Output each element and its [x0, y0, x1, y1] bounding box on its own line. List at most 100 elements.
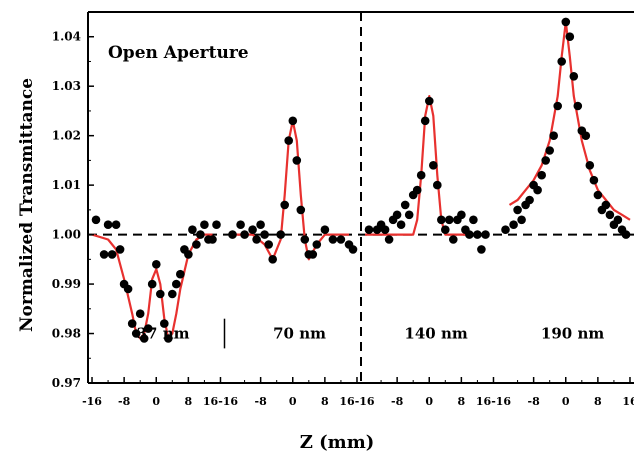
y-tick-label: 0.97	[52, 376, 81, 390]
data-point	[420, 116, 430, 126]
data-point	[621, 230, 631, 239]
data-point	[212, 220, 221, 229]
x-tick-label: -8	[391, 395, 404, 408]
data-point	[328, 235, 338, 244]
data-point	[396, 220, 406, 229]
data-point	[613, 215, 623, 225]
data-point	[147, 279, 157, 289]
data-point	[449, 235, 458, 244]
data-point	[429, 161, 438, 170]
data-point	[537, 170, 546, 180]
data-point	[457, 210, 466, 220]
data-point	[143, 324, 153, 333]
data-point	[184, 250, 193, 259]
x-tick-label: 8	[458, 395, 466, 408]
data-point	[513, 205, 522, 215]
data-point	[111, 220, 121, 229]
data-point	[176, 269, 185, 279]
panel-label: 70 nm	[273, 324, 326, 342]
data-point	[284, 136, 294, 145]
data-point	[412, 185, 422, 195]
data-point	[400, 200, 410, 210]
y-axis-label: Normalized Transmittance	[17, 78, 37, 332]
fit-curve-1	[232, 119, 349, 261]
data-point	[533, 185, 542, 195]
y-tick-label: 0.98	[52, 327, 81, 341]
data-point	[160, 319, 169, 328]
data-point	[601, 200, 611, 210]
data-point	[445, 215, 454, 225]
data-point	[127, 319, 137, 328]
data-point	[348, 245, 358, 254]
data-point	[441, 225, 450, 234]
x-tick-label: 0	[562, 395, 570, 408]
data-point	[264, 240, 274, 249]
data-point	[517, 215, 526, 225]
data-point	[553, 101, 562, 111]
data-point	[200, 220, 209, 229]
data-point	[172, 279, 181, 289]
data-point	[561, 17, 571, 27]
data-point	[565, 32, 575, 41]
data-point	[103, 220, 113, 229]
data-point	[473, 230, 482, 239]
data-point	[168, 289, 177, 299]
data-point	[131, 329, 141, 338]
x-tick-label: 0	[152, 395, 160, 408]
data-point	[525, 195, 534, 205]
data-points	[91, 17, 631, 343]
axes: 0.970.980.991.001.011.021.031.04-16 -8 0 8 1…	[52, 11, 634, 408]
x-tick-label: -8	[528, 395, 541, 408]
data-point	[248, 225, 257, 234]
data-point	[581, 131, 591, 140]
data-point	[425, 96, 434, 106]
y-tick-label: 1.02	[52, 129, 81, 143]
panel-label: 190 nm	[541, 324, 604, 342]
x-tick-label: 0	[289, 395, 297, 408]
data-point	[188, 225, 197, 234]
data-point	[292, 156, 302, 165]
data-point	[152, 260, 161, 269]
x-tick-label: -16	[82, 395, 102, 408]
data-point	[501, 225, 510, 234]
data-point	[123, 284, 133, 294]
data-point	[312, 240, 322, 249]
panel-labels: 37 nm 70 nm 140 nm 190 nm	[137, 324, 605, 342]
data-point	[585, 161, 595, 170]
data-point	[589, 175, 599, 185]
data-point	[469, 215, 478, 225]
y-tick-label: 1.04	[52, 30, 81, 44]
x-tick-label: 16	[622, 395, 634, 408]
data-point	[107, 250, 117, 259]
data-point	[196, 230, 205, 239]
data-point	[115, 245, 125, 254]
data-point	[156, 289, 165, 299]
y-tick-label: 1.03	[52, 79, 81, 93]
data-point	[260, 230, 269, 239]
data-point	[268, 254, 278, 264]
data-point	[404, 210, 414, 220]
data-point	[433, 180, 442, 190]
x-tick-label: 8	[594, 395, 602, 408]
data-point	[549, 131, 558, 140]
data-point	[392, 210, 402, 220]
data-point	[288, 116, 298, 126]
x-tick-label: 16-16	[203, 395, 239, 408]
x-tick-label: -8	[255, 395, 268, 408]
x-tick-label: 0	[425, 395, 433, 408]
data-point	[573, 101, 583, 111]
data-point	[465, 230, 474, 239]
data-point	[308, 250, 318, 259]
fit-curve-3	[508, 20, 631, 221]
data-point	[593, 190, 603, 200]
data-point	[240, 230, 249, 239]
data-point	[99, 250, 109, 259]
data-point	[320, 225, 330, 234]
x-tick-label: 16-16	[476, 395, 512, 408]
data-point	[236, 220, 245, 229]
panel-label: 140 nm	[404, 324, 467, 342]
data-point	[437, 215, 446, 225]
data-point	[481, 230, 490, 239]
x-tick-label: 8	[185, 395, 193, 408]
data-point	[545, 146, 554, 155]
